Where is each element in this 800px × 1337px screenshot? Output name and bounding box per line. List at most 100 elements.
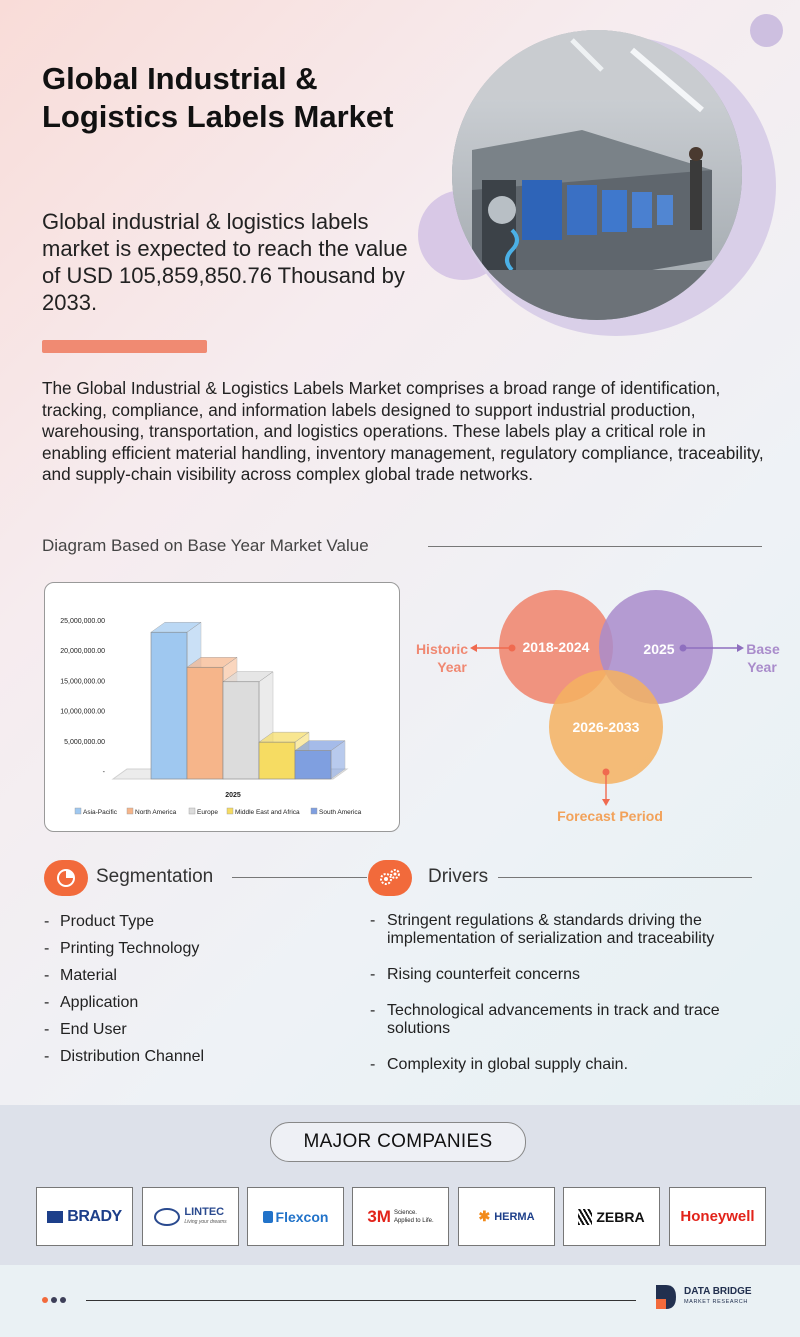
driver-label: Rising counterfeit concerns xyxy=(387,966,580,983)
historic-arrowhead xyxy=(470,644,477,652)
zebra-text: ZEBRA xyxy=(596,1208,645,1225)
brand-name: DATA BRIDGE xyxy=(684,1286,752,1297)
y-tick-label: 10,000,000.00 xyxy=(60,709,105,716)
lintec-mark-icon xyxy=(154,1207,181,1226)
legend-swatch xyxy=(310,807,318,815)
historic-label-1: Historic xyxy=(416,641,468,657)
driver-label: Stringent regulations & standards drivin… xyxy=(387,912,715,947)
year-venn-diagram: 2018-2024 2025 2026-2033 Historic Year B… xyxy=(410,588,790,828)
brand-logo: DATA BRIDGE MARKET RESEARCH xyxy=(652,1280,762,1314)
list-item: - Rising counterfeit concerns xyxy=(370,966,770,1002)
legend-label: Middle East and Africa xyxy=(235,809,300,816)
bar xyxy=(294,750,332,780)
segmentation-icon xyxy=(44,860,88,896)
accent-bar xyxy=(42,340,207,353)
driver-label: Technological advancements in track and … xyxy=(387,1002,720,1037)
footer-dot-2 xyxy=(51,1297,57,1303)
historic-years: 2018-2024 xyxy=(523,639,590,655)
y-tick-label: 25,000,000.00 xyxy=(60,618,105,625)
drivers-divider xyxy=(498,877,752,878)
drivers-list: - Stringent regulations & standards drivi… xyxy=(370,912,770,1074)
driver-label: Complexity in global supply chain. xyxy=(387,1056,629,1073)
x-axis-label: 2025 xyxy=(225,792,241,799)
list-item: - Stringent regulations & standards drivi… xyxy=(370,912,770,966)
decor-circle-top xyxy=(750,14,783,47)
legend-label: North America xyxy=(135,809,177,816)
herma-star-icon: ✱ xyxy=(478,1208,491,1224)
lintec-text: LINTEC xyxy=(184,1205,225,1218)
legend-label: Europe xyxy=(197,809,218,816)
3m-text: 3M xyxy=(367,1206,391,1226)
segment-label: Product Type xyxy=(60,913,154,930)
divider-line xyxy=(428,546,762,547)
lintec-logo: LINTEC Living your dreams xyxy=(142,1187,239,1246)
forecast-years: 2026-2033 xyxy=(573,719,640,735)
list-item: - Material xyxy=(44,967,117,984)
brady-text: BRADY xyxy=(67,1207,122,1225)
historic-label-2: Year xyxy=(437,659,467,675)
bar xyxy=(186,666,224,780)
market-value-statement: Global industrial & logistics labels mar… xyxy=(42,209,408,315)
base-label-2: Year xyxy=(747,659,777,675)
segmentation-divider xyxy=(232,877,367,878)
herma-logo: ✱ HERMA xyxy=(458,1187,555,1246)
footer-dot-1 xyxy=(42,1297,48,1303)
honeywell-logo: Honeywell xyxy=(669,1187,766,1246)
3m-tagline-1: Science. xyxy=(393,1209,417,1216)
y-tick-label: 15,000,000.00 xyxy=(60,678,105,685)
segment-label: Printing Technology xyxy=(60,940,200,957)
hero-photo xyxy=(452,30,742,320)
legend-label: Asia-Pacific xyxy=(83,809,118,816)
footer-line xyxy=(86,1300,636,1301)
list-item: - End User xyxy=(44,1021,127,1038)
data-bridge-logo-icon xyxy=(656,1285,676,1309)
3m-tagline-2: Applied to Life. xyxy=(393,1217,434,1224)
zebra-logo: ZEBRA xyxy=(563,1187,660,1246)
venn-svg: 2018-2024 2025 2026-2033 Historic Year B… xyxy=(416,590,780,824)
forecast-circle xyxy=(549,670,663,784)
legend-swatch xyxy=(74,807,82,815)
list-item: - Complexity in global supply chain. xyxy=(370,1056,629,1073)
herma-text: HERMA xyxy=(494,1210,535,1223)
flexcon-text: Flexcon xyxy=(275,1208,329,1225)
segmentation-list: - Product Type - Printing Technology - Mate… xyxy=(44,912,204,1074)
gears-icon xyxy=(380,869,400,885)
segment-label: End User xyxy=(60,1021,127,1038)
base-dot xyxy=(679,644,687,652)
brady-logo: BRADY xyxy=(36,1187,133,1246)
legend-swatch xyxy=(188,807,196,815)
list-item: - Product Type xyxy=(44,913,154,930)
bar-chart-card: 25,000,000.00 20,000,000.00 15,000,000.00 1… xyxy=(44,582,400,832)
bar xyxy=(150,631,188,780)
segment-label: Distribution Channel xyxy=(60,1048,205,1065)
brady-mark-icon xyxy=(47,1210,64,1223)
brand-subtitle: MARKET RESEARCH xyxy=(684,1299,748,1305)
flexcon-logo: Flexcon xyxy=(247,1187,344,1246)
list-item: - Distribution Channel xyxy=(44,1048,205,1065)
list-item: - Application xyxy=(44,994,139,1011)
segment-label: Material xyxy=(60,967,117,984)
y-tick-label: 5,000,000.00 xyxy=(64,739,105,746)
flexcon-mark-icon xyxy=(262,1210,273,1223)
major-companies-title: MAJOR COMPANIES xyxy=(270,1122,526,1162)
printing-machine-image xyxy=(452,30,742,320)
bar xyxy=(222,681,260,780)
legend-label: South America xyxy=(319,809,362,816)
segment-label: Application xyxy=(60,994,139,1011)
list-item: - Technological advancements in track and… xyxy=(370,1002,770,1056)
page-title: Global Industrial & Logistics Labels Mar… xyxy=(42,60,462,136)
y-tick-label: 20,000,000.00 xyxy=(60,648,105,655)
legend-swatch xyxy=(226,807,234,815)
segmentation-title: Segmentation xyxy=(96,866,214,887)
drivers-icon xyxy=(368,860,412,896)
base-arrowhead xyxy=(737,644,744,652)
legend-swatch xyxy=(126,807,134,815)
lintec-tagline: Living your dreams xyxy=(184,1218,227,1225)
forecast-label: Forecast Period xyxy=(557,808,663,824)
forecast-dot xyxy=(602,768,610,776)
zebra-head-icon xyxy=(578,1208,593,1225)
pie-chart-icon xyxy=(57,869,75,887)
historic-dot xyxy=(508,644,516,652)
3m-logo: 3M Science. Applied to Life. xyxy=(352,1187,449,1246)
forecast-arrowhead xyxy=(602,799,610,806)
